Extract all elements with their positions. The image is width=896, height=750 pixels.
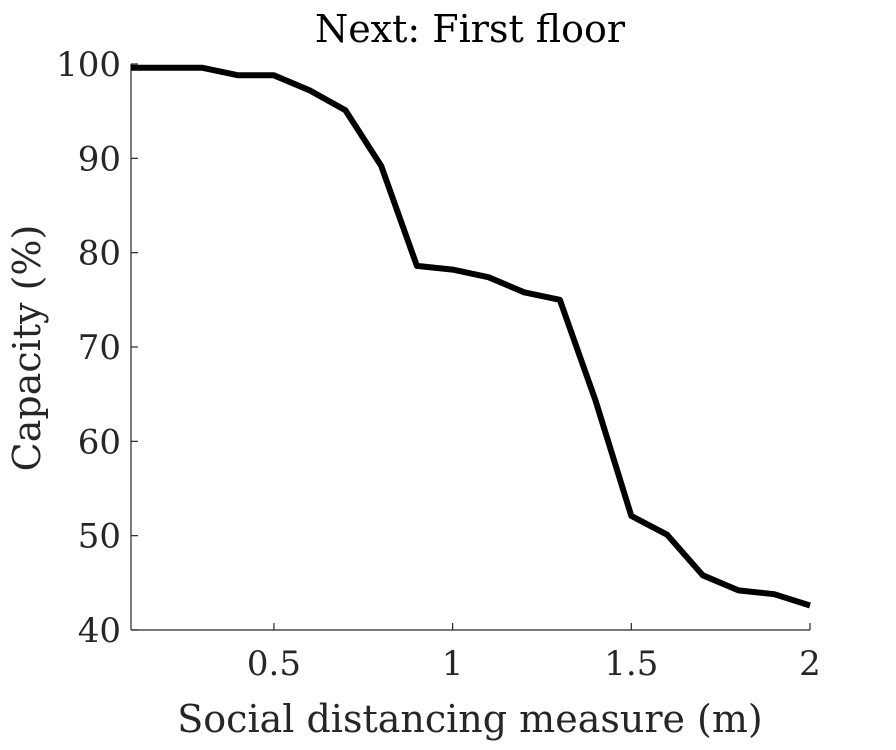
x-tick-label: 2 [799,644,821,684]
axes: 40 50 60 70 80 90 100 0.5 1 1.5 2 [56,45,821,684]
y-tick-label: 80 [78,234,121,274]
y-tick-label: 50 [78,517,121,557]
y-tick-label: 100 [56,45,121,85]
y-tick-label: 60 [78,422,121,462]
y-tick-label: 70 [78,328,121,368]
x-tick-label: 1.5 [604,644,658,684]
capacity-line [131,64,811,609]
chart-title: Next: First floor [315,7,626,51]
x-axis-title: Social distancing measure (m) [177,697,763,741]
y-axis-title: Capacity (%) [5,225,49,472]
y-tick-label: 90 [78,139,121,179]
plot-area [131,64,811,609]
x-tick-label: 1 [442,644,464,684]
y-tick-label: 40 [78,611,121,651]
x-tick-label: 0.5 [247,644,301,684]
